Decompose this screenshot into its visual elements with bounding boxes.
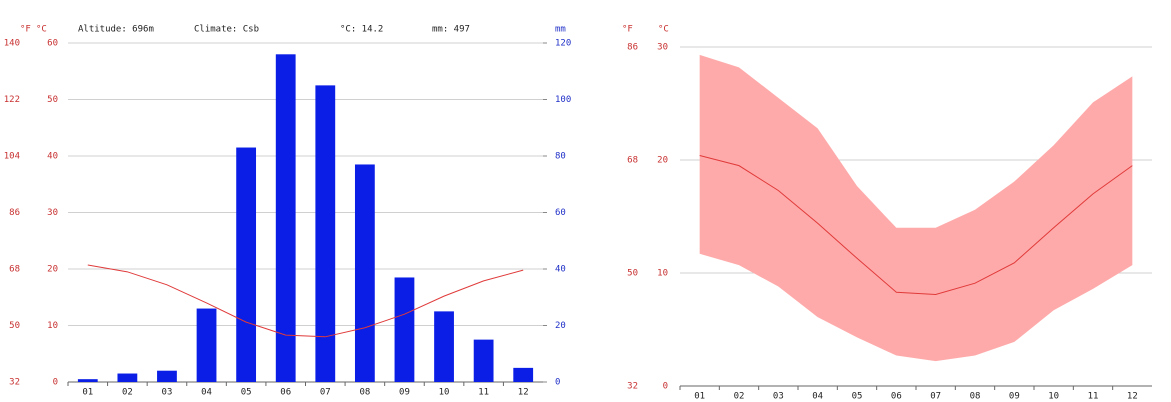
x-tick-label: 12 — [1127, 392, 1138, 402]
x-tick-label: 02 — [122, 388, 133, 398]
y2-tick-label: 100 — [555, 95, 571, 105]
y-tick-label: 50 — [47, 95, 58, 105]
y2-tick-label: 0 — [555, 378, 560, 388]
y-tick-label: 0 — [53, 378, 58, 388]
unit-label: °C — [658, 25, 669, 35]
y-tick-label: 20 — [47, 265, 58, 275]
bar — [117, 373, 138, 382]
annotation: Climate: Csb — [194, 25, 259, 35]
x-tick-label: 01 — [694, 392, 705, 402]
unit-label: mm — [555, 25, 566, 35]
annotation: Altitude: 696m — [78, 25, 154, 35]
bar — [315, 85, 336, 382]
x-tick-label: 02 — [734, 392, 745, 402]
x-tick-label: 07 — [930, 392, 941, 402]
x-tick-label: 04 — [201, 388, 212, 398]
bar — [196, 308, 217, 382]
x-tick-label: 08 — [359, 388, 370, 398]
x-tick-label: 04 — [812, 392, 823, 402]
unit-label: °C — [36, 25, 47, 35]
x-tick-label: 11 — [478, 388, 489, 398]
x-tick-label: 06 — [891, 392, 902, 402]
bar — [473, 339, 494, 382]
y-tick-label: 40 — [47, 152, 58, 162]
bar — [434, 311, 454, 382]
f-tick-label: 32 — [627, 382, 638, 392]
x-tick-label: 08 — [970, 392, 981, 402]
f-tick-label: 68 — [627, 156, 638, 166]
y-tick-label: 20 — [657, 156, 668, 166]
f-tick-label: 104 — [4, 152, 20, 162]
y-tick-label: 30 — [47, 208, 58, 218]
x-tick-label: 03 — [773, 392, 784, 402]
f-tick-label: 122 — [4, 95, 20, 105]
x-tick-label: 07 — [320, 388, 331, 398]
y2-tick-label: 40 — [555, 265, 566, 275]
f-tick-label: 86 — [9, 208, 20, 218]
y2-tick-label: 120 — [555, 39, 571, 49]
x-tick-label: 09 — [1009, 392, 1020, 402]
f-tick-label: 68 — [9, 265, 20, 275]
f-tick-label: 32 — [9, 378, 20, 388]
y-tick-label: 30 — [657, 43, 668, 53]
x-tick-label: 05 — [241, 388, 252, 398]
bar — [77, 379, 98, 382]
y2-tick-label: 20 — [555, 321, 566, 331]
bar — [236, 147, 257, 382]
y2-tick-label: 60 — [555, 208, 566, 218]
temperature-line — [87, 264, 524, 338]
y-tick-label: 60 — [47, 39, 58, 49]
x-tick-label: 01 — [82, 388, 93, 398]
annotation: °C: 14.2 — [340, 25, 383, 35]
x-tick-label: 06 — [280, 388, 291, 398]
y-tick-label: 10 — [657, 269, 668, 279]
bar — [157, 370, 177, 382]
bar — [275, 54, 296, 383]
x-tick-label: 10 — [439, 388, 450, 398]
f-tick-label: 50 — [627, 269, 638, 279]
x-tick-label: 09 — [399, 388, 410, 398]
x-tick-label: 10 — [1048, 392, 1059, 402]
y-tick-label: 10 — [47, 321, 58, 331]
unit-label: °F — [622, 25, 633, 35]
x-tick-label: 11 — [1088, 392, 1099, 402]
y-tick-label: 0 — [663, 382, 668, 392]
x-tick-label: 03 — [162, 388, 173, 398]
bar — [394, 277, 415, 382]
annotation: mm: 497 — [432, 25, 470, 35]
temperature-line — [699, 154, 1133, 295]
f-tick-label: 140 — [4, 39, 20, 49]
f-tick-label: 86 — [627, 43, 638, 53]
f-tick-label: 50 — [9, 321, 20, 331]
unit-label: °F — [20, 25, 31, 35]
x-tick-label: 12 — [518, 388, 529, 398]
temperature-range — [699, 54, 1133, 362]
bar — [354, 164, 375, 382]
x-tick-label: 05 — [852, 392, 863, 402]
bar — [513, 367, 534, 382]
y2-tick-label: 80 — [555, 152, 566, 162]
